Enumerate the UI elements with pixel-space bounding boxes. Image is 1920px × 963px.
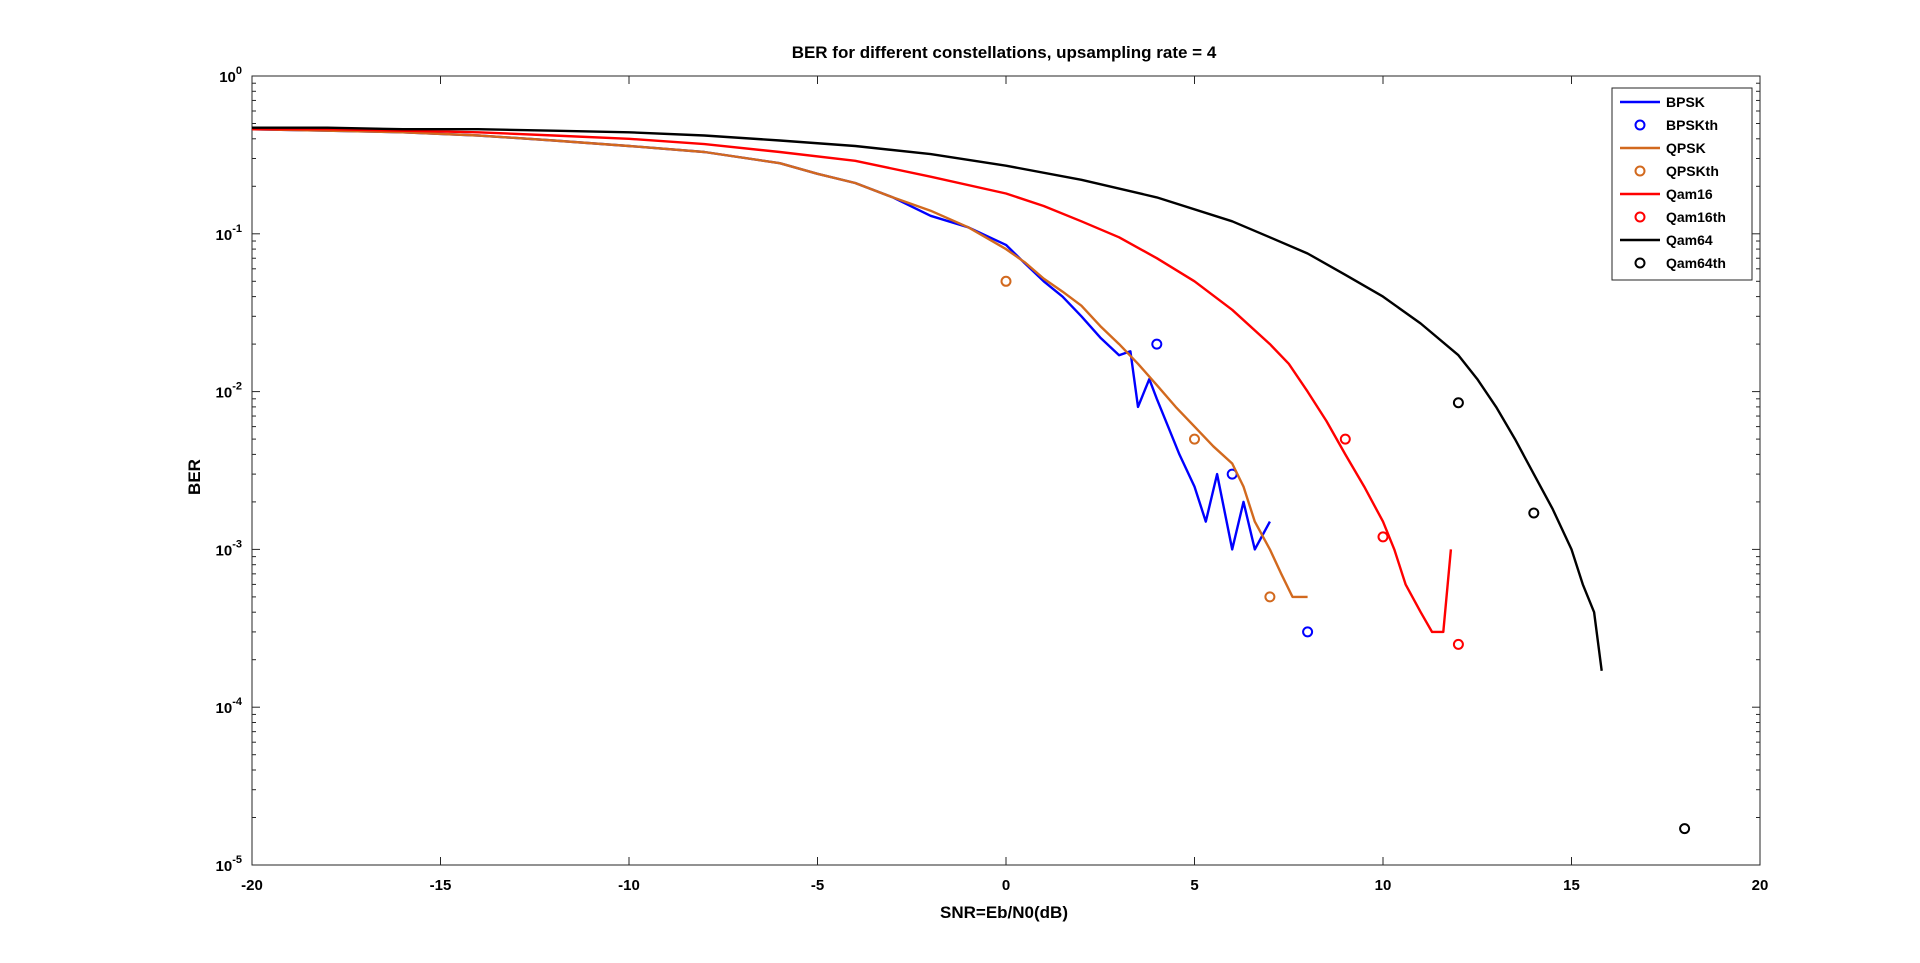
legend-swatch-qpskth — [1634, 165, 1646, 177]
legend-box — [1611, 87, 1753, 281]
series-marker-qpskth — [1264, 591, 1276, 603]
series-marker-qam16th — [1377, 531, 1389, 543]
y-tick-label: 10-1 — [216, 223, 242, 244]
series-marker-qam64th — [1679, 823, 1691, 835]
y-tick-label: 10-2 — [216, 381, 242, 402]
legend-label-qpsk: QPSK — [1666, 140, 1706, 156]
series-line-qpsk — [251, 128, 1308, 599]
plot-area: -20 -15 -10 -5 0 5 10 15 20 100 10-1 10-2 10-3 10-4 10… — [216, 65, 1769, 894]
series-marker-qam64th — [1452, 397, 1464, 409]
x-tick-label: 0 — [1002, 877, 1010, 894]
series-line-qam16 — [252, 127, 1453, 634]
x-tick-label: 10 — [1375, 877, 1392, 894]
series-marker-bpskth — [1151, 338, 1163, 350]
legend: BPSK BPSKth QPSK QPSKth Qam16 Qam16th Qam64 Qam… — [1611, 87, 1753, 281]
series-line-qam64 — [252, 126, 1603, 671]
legend-swatch-qam64th — [1634, 257, 1646, 269]
series-marker-qam64th — [1528, 507, 1540, 519]
y-tick-label: 10-4 — [216, 696, 243, 717]
legend-swatch-bpskth — [1634, 119, 1646, 131]
y-tick-label: 100 — [219, 65, 242, 86]
legend-label-qam16: Qam16 — [1666, 186, 1713, 202]
series-marker-qam16th — [1339, 433, 1351, 445]
x-tick-label: 15 — [1563, 877, 1580, 894]
legend-label-qam64: Qam64 — [1666, 232, 1713, 248]
y-axis-label: BER — [185, 459, 204, 495]
x-tick-label: 5 — [1190, 877, 1198, 894]
legend-label-qpskth: QPSKth — [1666, 163, 1719, 179]
x-tick-label: -5 — [811, 877, 824, 894]
legend-label-bpsk: BPSK — [1666, 94, 1705, 110]
x-axis-label: SNR=Eb/N0(dB) — [940, 903, 1068, 922]
legend-label-qam64th: Qam64th — [1666, 255, 1726, 271]
legend-label-qam16th: Qam16th — [1666, 209, 1726, 225]
x-tick-label: 20 — [1752, 877, 1769, 894]
series-marker-bpskth — [1302, 626, 1314, 638]
legend-label-bpskth: BPSKth — [1666, 117, 1718, 133]
x-tick-label: -10 — [618, 877, 640, 894]
x-tick-label: -15 — [430, 877, 452, 894]
x-tick-label: -20 — [241, 877, 263, 894]
series-marker-qam16th — [1452, 638, 1464, 650]
chart-title: BER for different constellations, upsamp… — [792, 43, 1217, 62]
legend-swatch-qam16th — [1634, 211, 1646, 223]
y-tick-label: 10-3 — [216, 538, 242, 559]
series-marker-qpskth — [1000, 275, 1012, 287]
series-marker-qpskth — [1189, 433, 1200, 445]
y-tick-label: 10-5 — [216, 854, 242, 875]
